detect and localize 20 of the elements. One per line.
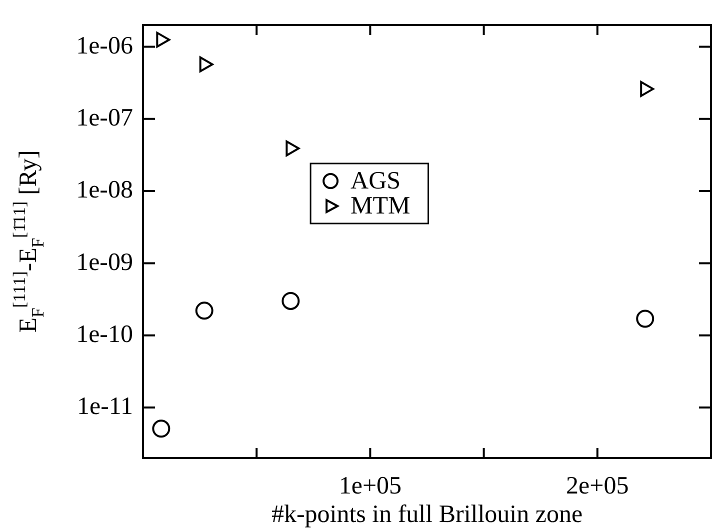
y-axis-title: EF[111]-EF[1̄11] [Ry]: [8, 150, 48, 333]
legend-label: AGS: [350, 168, 401, 195]
legend-label: MTM: [350, 192, 410, 220]
point: [640, 81, 654, 97]
point: [286, 140, 300, 156]
y-tick-label: 1e-07: [76, 104, 133, 132]
point: [636, 310, 654, 328]
y-tick-label: 1e-10: [76, 320, 133, 348]
x-axis-title: #k-points in full Brillouin zone: [271, 501, 583, 528]
point: [156, 32, 170, 48]
y-tick-label: 1e-08: [76, 176, 133, 204]
x-tick-label: 2e+05: [566, 472, 629, 500]
point: [199, 56, 214, 72]
y-tick-label: 1e-11: [77, 393, 133, 420]
point: [195, 302, 214, 320]
x-tick-label: 1e+05: [338, 472, 402, 500]
point: [152, 420, 170, 438]
point: [282, 292, 300, 310]
y-tick-label: 1e-06: [76, 32, 133, 60]
y-tick-label: 1e-09: [76, 248, 133, 276]
